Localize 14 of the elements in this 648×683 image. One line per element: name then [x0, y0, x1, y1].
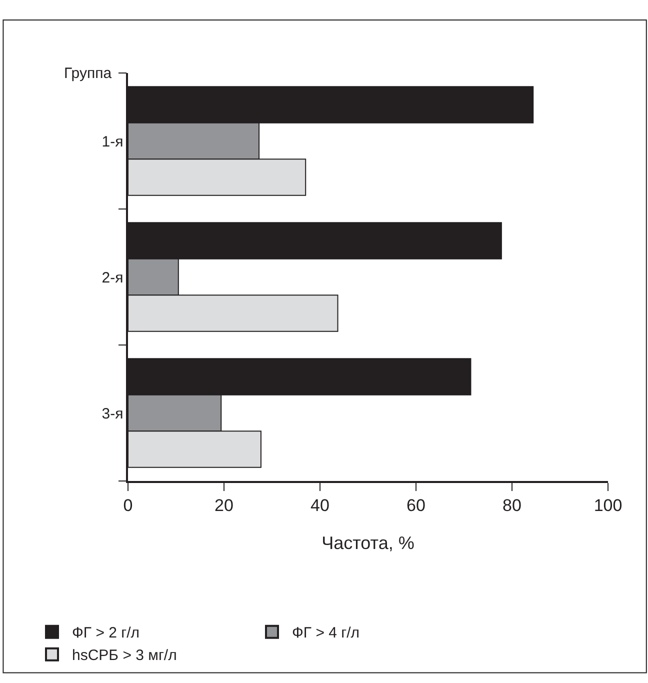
x-tick-label: 80 — [502, 496, 522, 516]
x-tick-label: 60 — [406, 496, 426, 516]
legend-label: ФГ > 2 г/л — [72, 624, 140, 642]
y-tick-label: 2-я — [102, 269, 124, 286]
x-tick-label: 20 — [214, 496, 234, 516]
x-axis-title: Частота, % — [322, 532, 414, 553]
x-tick-label: 40 — [310, 496, 330, 516]
x-tick-label: 100 — [594, 496, 622, 516]
x-tick-label: 0 — [123, 496, 133, 516]
y-tick-label: 3-я — [102, 405, 124, 422]
legend-label: hsСРБ > 3 мг/л — [72, 647, 177, 664]
y-tick-label: 1-я — [102, 133, 124, 150]
legend-label: ФГ > 4 г/л — [292, 624, 360, 642]
y-axis-title: Группа — [64, 65, 112, 82]
